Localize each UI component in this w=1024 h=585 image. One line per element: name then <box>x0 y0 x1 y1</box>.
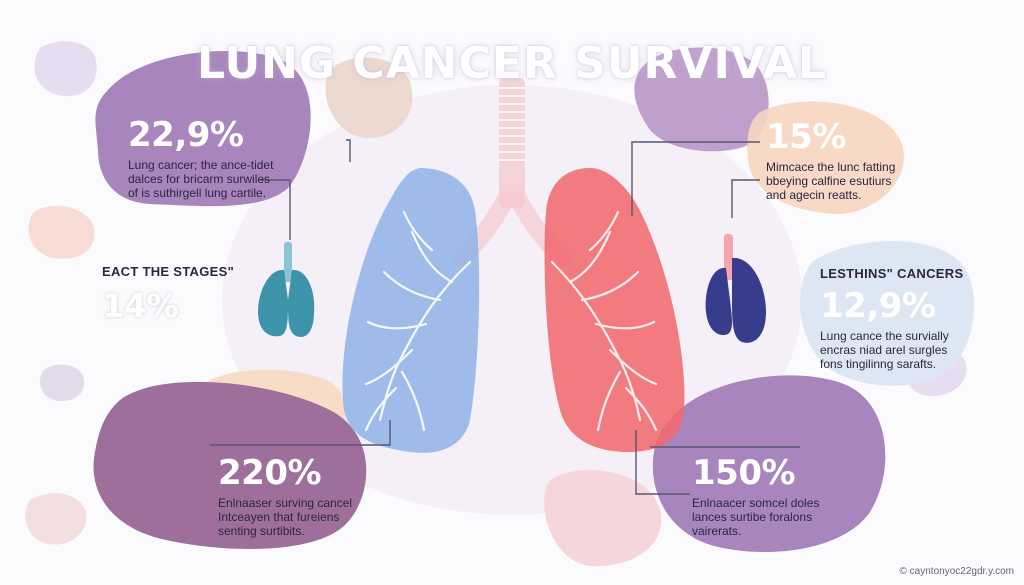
connector-lines <box>210 139 800 495</box>
stat-top-left: 22,9% Lung cancer; the ance-tidet dalces… <box>128 118 318 200</box>
blob-mid-right <box>799 240 975 386</box>
deco-blob-bottom-pink <box>544 470 662 567</box>
stat-bottom-right: 150% Enlnaacer somcel doles lances surti… <box>692 456 852 538</box>
blob-bottom-right <box>652 375 886 553</box>
stat-bottom-right-text: Enlnaacer somcel doles lances surtibe fo… <box>692 496 820 538</box>
stat-top-left-text: Lung cancer; the ance-tidet dalces for b… <box>128 158 274 200</box>
blob-top-right-lilac <box>634 47 769 152</box>
deco-blob-top-left <box>34 41 97 97</box>
stat-bottom-left-value: 220% <box>218 453 322 493</box>
stat-top-right: 15% Mimcace the lunc fatting bbeying cal… <box>766 120 926 202</box>
page-title: LUNG CANCER SURVIVAL <box>196 38 828 89</box>
stat-top-right-text: Mimcace the lunc fatting bbeying calfine… <box>766 160 896 202</box>
stat-mid-left: EACT THE STAGES" 14% <box>102 264 252 325</box>
stat-mid-right-value: 12,9% <box>820 286 936 326</box>
stat-mid-left-heading: EACT THE STAGES" <box>102 264 235 279</box>
stat-mid-right: LESTHINS" CANCERS 12,9% Lung cance the s… <box>820 266 980 371</box>
blob-top-left <box>95 51 311 207</box>
deco-blob-left-pink <box>28 205 95 259</box>
stat-bottom-left-text: Enlnaaser surving cancel Intceayen that … <box>218 496 353 538</box>
credit-text: © cayntonyoc22gdr.y.com <box>899 566 1014 577</box>
teal-lungs-icon <box>258 242 315 337</box>
deco-blob-top-tan <box>325 57 413 139</box>
right-lung-illustration <box>544 168 685 452</box>
blob-bottom-left <box>93 381 367 549</box>
stat-top-right-value: 15% <box>766 117 846 157</box>
deco-blob-left-bottom <box>25 493 87 545</box>
stat-mid-right-text: Lung cance the survially encras niad are… <box>820 329 949 371</box>
navy-lungs-icon <box>705 234 766 343</box>
stat-top-left-value: 22,9% <box>128 115 244 155</box>
stat-mid-right-heading: LESTHINS" CANCERS <box>820 266 964 281</box>
blob-top-right-peach <box>747 101 904 214</box>
stat-bottom-left: 220% Enlnaaser surving cancel Intceayen … <box>218 456 378 538</box>
deco-blob-left-lilac <box>39 364 85 402</box>
left-lung-illustration <box>342 168 480 453</box>
stat-mid-left-value: 14% <box>102 287 179 325</box>
stat-bottom-right-value: 150% <box>692 453 796 493</box>
